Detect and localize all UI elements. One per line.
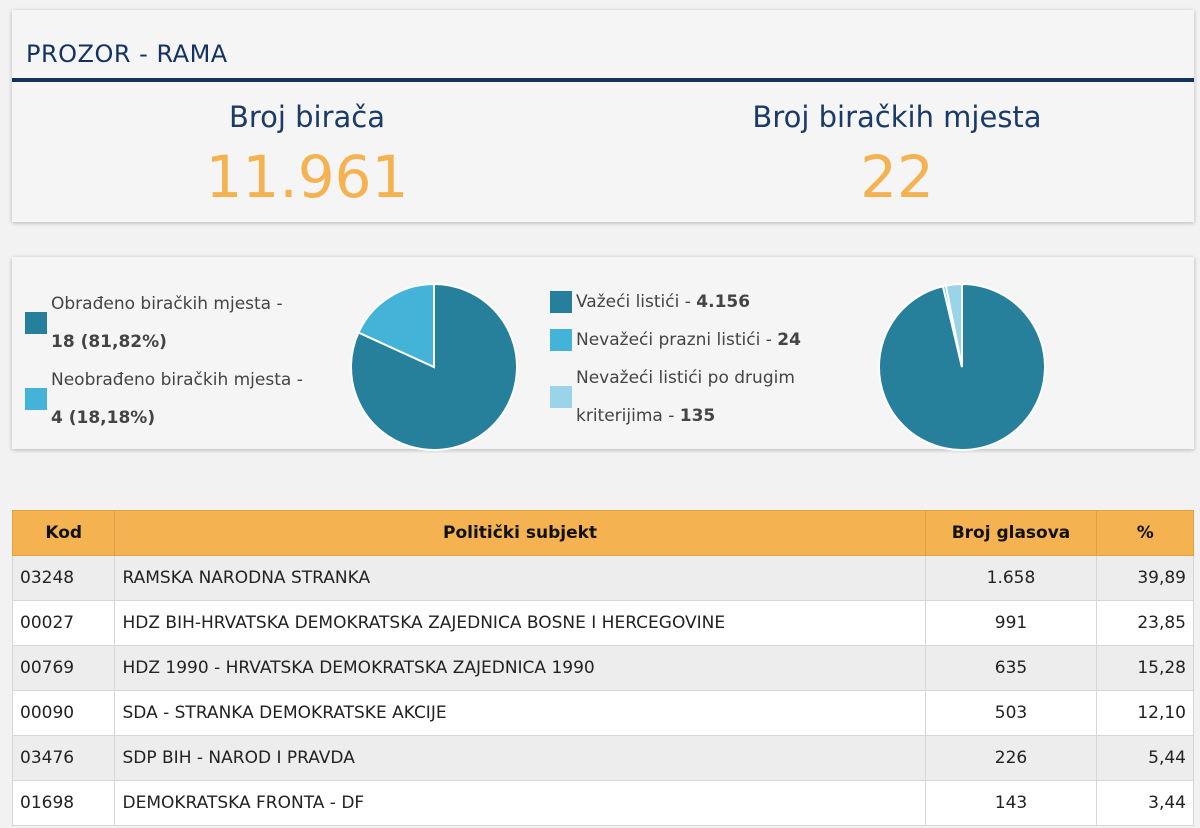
column-header-pct[interactable]: % <box>1096 510 1194 556</box>
cell-pct: 12,10 <box>1096 690 1194 736</box>
legend-value: 18 (81,82%) <box>51 332 167 352</box>
table-row: 00769 HDZ 1990 - HRVATSKA DEMOKRATSKA ZA… <box>11 645 1194 691</box>
cell-kod: 00769 <box>11 645 116 691</box>
table-row: 00090 SDA - STRANKA DEMOKRATSKE AKCIJE 5… <box>11 690 1194 736</box>
municipality-title: PROZOR - RAMA <box>26 40 228 68</box>
cell-votes: 143 <box>924 780 1098 826</box>
legend-swatch <box>550 329 572 351</box>
legend-value: 4 (18,18%) <box>51 408 156 428</box>
legend-label: Neobrađeno biračkih mjesta - <box>51 370 303 390</box>
table-row: 01698 DEMOKRATSKA FRONTA - DF 143 3,44 <box>11 780 1194 826</box>
title-divider <box>12 78 1194 82</box>
legend-item-unprocessed: Neobrađeno biračkih mjesta - 4 (18,18%) <box>25 361 325 437</box>
cell-subject: SDP BIH - NAROD I PRAVDA <box>114 735 926 781</box>
legend-swatch <box>550 291 572 313</box>
cell-kod: 03476 <box>11 735 116 781</box>
legend-item-valid: Važeći listići - 4.156 <box>550 283 850 321</box>
cell-pct: 15,28 <box>1096 645 1194 691</box>
cell-votes: 503 <box>924 690 1098 736</box>
voters-value: 11.961 <box>205 143 409 211</box>
stations-pie-chart <box>350 282 518 451</box>
summary-card: PROZOR - RAMA Broj birača 11.961 Broj bi… <box>12 10 1194 222</box>
voters-label: Broj birača <box>228 100 386 134</box>
cell-subject: SDA - STRANKA DEMOKRATSKE AKCIJE <box>114 690 926 736</box>
legend-label: Nevažeći listići po drugim kriterijima - <box>576 368 795 426</box>
legend-item-processed: Obrađeno biračkih mjesta - 18 (81,82%) <box>25 285 325 361</box>
legend-label: Nevažeći prazni listići - <box>576 330 778 350</box>
stations-label: Broj biračkih mjesta <box>752 100 1042 134</box>
legend-swatch <box>550 386 572 408</box>
stations-value: 22 <box>860 143 934 211</box>
cell-pct: 3,44 <box>1096 780 1194 826</box>
cell-subject: DEMOKRATSKA FRONTA - DF <box>114 780 926 826</box>
pie-slice <box>944 282 963 368</box>
ballots-pie-chart <box>878 282 1046 451</box>
cell-subject: HDZ BIH-HRVATSKA DEMOKRATSKA ZAJEDNICA B… <box>114 600 926 646</box>
cell-votes: 991 <box>924 600 1098 646</box>
cell-subject: HDZ 1990 - HRVATSKA DEMOKRATSKA ZAJEDNIC… <box>114 645 926 691</box>
cell-subject: RAMSKA NARODNA STRANKA <box>114 555 926 601</box>
stations-legend: Obrađeno biračkih mjesta - 18 (81,82%) N… <box>25 285 325 437</box>
table-row: 03248 RAMSKA NARODNA STRANKA 1.658 39,89 <box>11 555 1194 601</box>
cell-pct: 39,89 <box>1096 555 1194 601</box>
cell-kod: 03248 <box>11 555 116 601</box>
voters-stat: Broj birača 11.961 <box>27 100 587 206</box>
table-row: 00027 HDZ BIH-HRVATSKA DEMOKRATSKA ZAJED… <box>11 600 1194 646</box>
results-table: Kod Politički subjekt Broj glasova % 032… <box>11 510 1194 826</box>
table-header-row: Kod Politički subjekt Broj glasova % <box>11 510 1194 556</box>
cell-pct: 5,44 <box>1096 735 1194 781</box>
legend-value: 24 <box>777 330 801 350</box>
cell-pct: 23,85 <box>1096 600 1194 646</box>
cell-kod: 00090 <box>11 690 116 736</box>
cell-votes: 226 <box>924 735 1098 781</box>
column-header-subject[interactable]: Politički subjekt <box>114 510 926 556</box>
legend-value: 135 <box>679 406 716 426</box>
cell-votes: 635 <box>924 645 1098 691</box>
legend-swatch <box>25 312 47 334</box>
legend-label: Obrađeno biračkih mjesta - <box>51 294 283 314</box>
stations-stat: Broj biračkih mjesta 22 <box>617 100 1177 206</box>
cell-kod: 00027 <box>11 600 116 646</box>
charts-card: Obrađeno biračkih mjesta - 18 (81,82%) N… <box>12 257 1194 451</box>
ballots-legend: Važeći listići - 4.156 Nevažeći prazni l… <box>550 283 850 435</box>
legend-item-other-invalid: Nevažeći listići po drugim kriterijima -… <box>550 359 816 435</box>
legend-swatch <box>25 388 47 410</box>
column-header-votes[interactable]: Broj glasova <box>924 510 1098 556</box>
column-header-kod[interactable]: Kod <box>11 510 116 556</box>
table-row: 03476 SDP BIH - NAROD I PRAVDA 226 5,44 <box>11 735 1194 781</box>
legend-item-blank-invalid: Nevažeći prazni listići - 24 <box>550 321 850 359</box>
cell-kod: 01698 <box>11 780 116 826</box>
legend-label: Važeći listići - <box>576 292 697 312</box>
pie-slice <box>357 282 435 369</box>
cell-votes: 1.658 <box>924 555 1098 601</box>
legend-value: 4.156 <box>696 292 751 312</box>
